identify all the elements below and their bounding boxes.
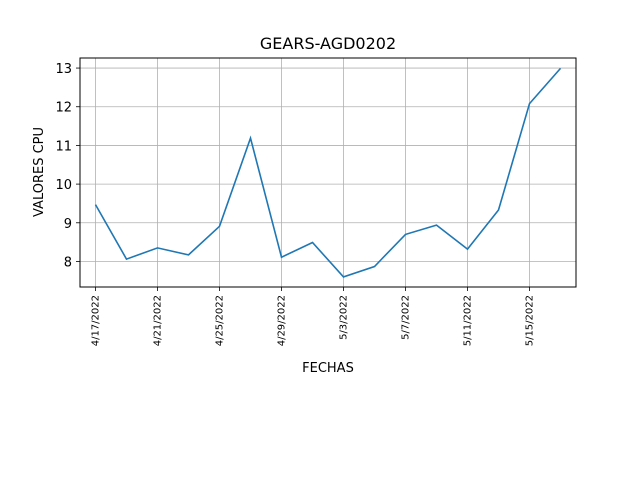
x-tick-label: 5/15/2022 [525,295,536,346]
x-tick-label: 4/21/2022 [153,295,164,346]
chart-title: GEARS-AGD0202 [260,34,396,53]
plot-frame [79,57,577,288]
x-tick-label: 5/3/2022 [339,295,350,340]
y-axis-label: VALORES CPU [32,127,47,217]
y-tick-label: 11 [55,139,72,154]
y-tick-label: 9 [64,217,72,232]
y-tick-label: 10 [55,178,72,193]
y-axis-ticks: 8 9 10 11 12 13 [55,62,80,270]
x-tick-label: 4/29/2022 [277,295,288,346]
grid-lines [80,58,576,287]
x-axis-ticks: 4/17/2022 4/21/2022 4/25/2022 4/29/2022 5/3/… [91,287,536,346]
x-tick-label: 5/7/2022 [401,295,412,340]
x-tick-label: 5/11/2022 [463,295,474,346]
x-tick-label: 4/17/2022 [91,295,102,346]
x-axis-label: FECHAS [302,361,354,376]
cpu-series-line [94,67,562,278]
y-tick-label: 12 [55,101,72,116]
y-tick-label: 13 [55,62,72,77]
x-tick-label: 4/25/2022 [215,295,226,346]
y-tick-label: 8 [64,255,72,270]
